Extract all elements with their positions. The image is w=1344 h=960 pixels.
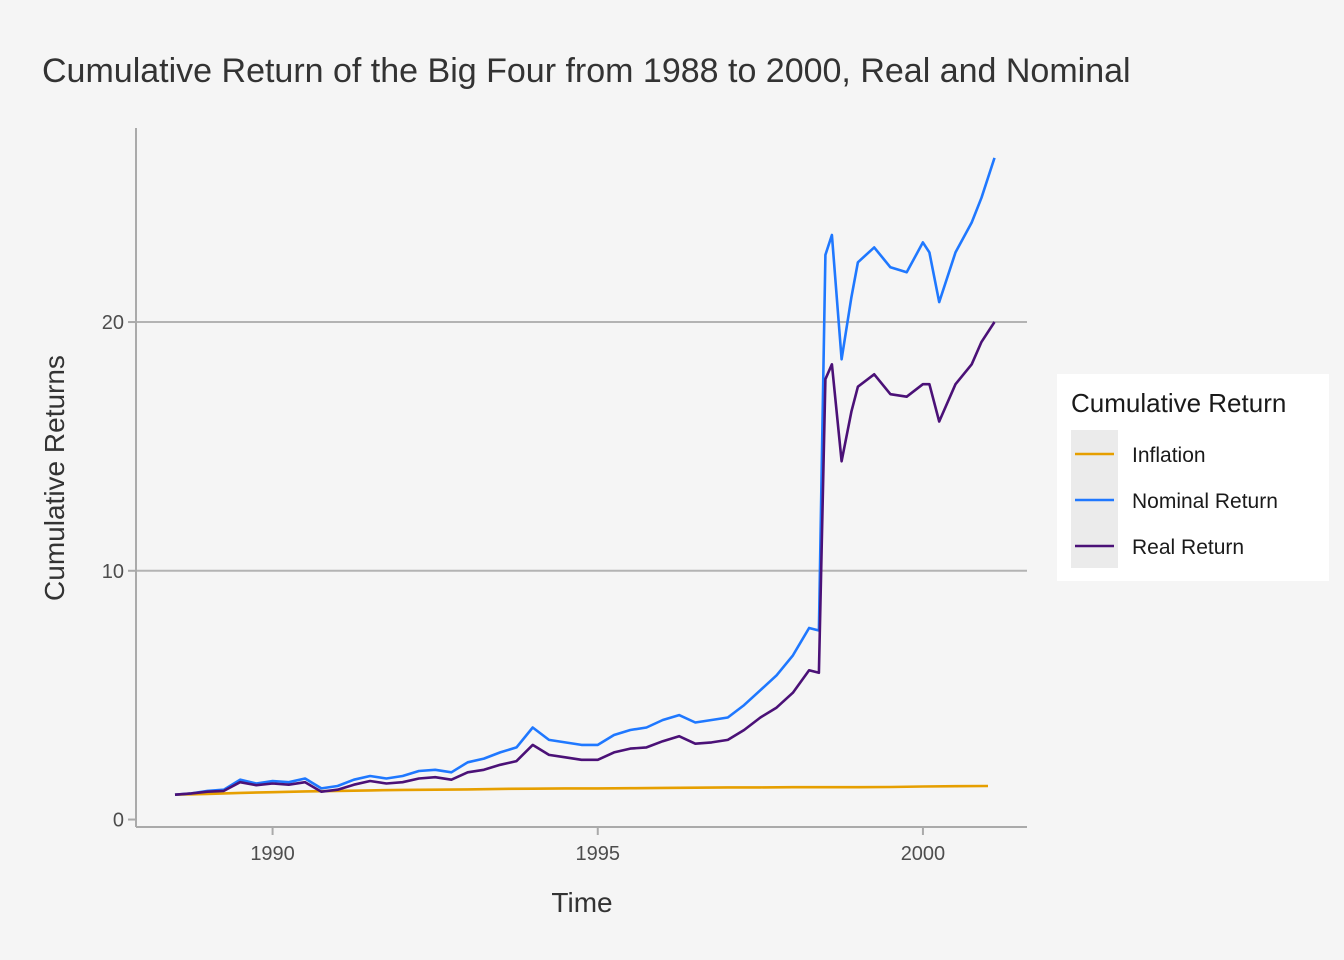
legend-label: Nominal Return bbox=[1132, 490, 1278, 513]
y-tick-label: 0 bbox=[113, 810, 124, 832]
series-line-nominal-return bbox=[174, 157, 996, 796]
x-tick-label: 1995 bbox=[576, 843, 621, 865]
x-tick-label: 1990 bbox=[250, 843, 295, 865]
legend-label: Real Return bbox=[1132, 536, 1244, 559]
y-ticks: 0 10 20 bbox=[102, 312, 136, 832]
legend-items: Inflation Nominal Return Real Return bbox=[1071, 430, 1278, 568]
y-axis-title: Cumulative Returns bbox=[39, 355, 70, 601]
legend-label: Inflation bbox=[1132, 444, 1206, 467]
chart-title: Cumulative Return of the Big Four from 1… bbox=[42, 52, 1131, 90]
series-line-inflation bbox=[174, 784, 989, 796]
series-lines bbox=[174, 157, 996, 796]
x-ticks: 1990 1995 2000 bbox=[250, 827, 945, 865]
x-tick-label: 2000 bbox=[901, 843, 946, 865]
series-line-real-return bbox=[174, 321, 996, 796]
y-tick-label: 20 bbox=[102, 312, 124, 334]
y-tick-label: 10 bbox=[102, 561, 124, 583]
legend: Cumulative Return Inflation Nominal Retur… bbox=[1057, 374, 1329, 581]
gridlines bbox=[136, 321, 1027, 572]
x-axis-title: Time bbox=[551, 887, 612, 918]
legend-title: Cumulative Return bbox=[1071, 388, 1286, 418]
